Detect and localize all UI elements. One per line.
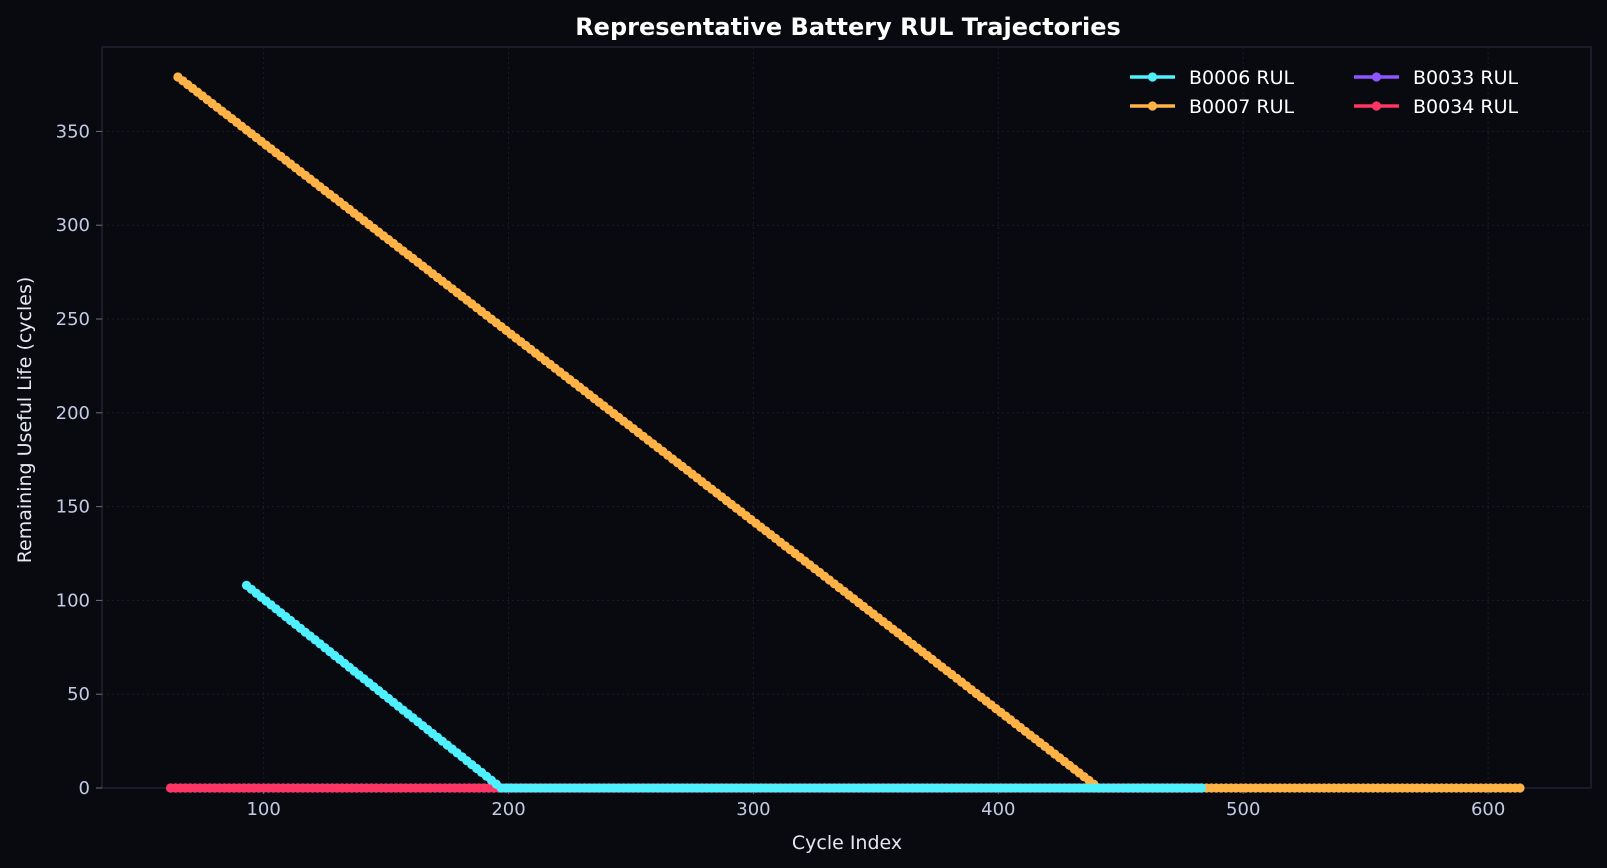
legend-swatch-marker <box>1147 101 1158 111</box>
legend-label: B0034 RUL <box>1413 96 1519 118</box>
y-tick-label: 350 <box>56 121 90 142</box>
legend-swatch-marker <box>1147 72 1158 82</box>
legend-item: B0034 RUL <box>1354 96 1519 118</box>
legend-label: B0007 RUL <box>1189 96 1295 118</box>
data-point <box>1515 783 1525 793</box>
x-tick-label: 600 <box>1471 799 1505 820</box>
x-tick-label: 400 <box>981 799 1015 820</box>
data-point <box>1197 783 1207 793</box>
legend-label: B0033 RUL <box>1413 67 1519 89</box>
x-tick-label: 200 <box>491 799 525 820</box>
y-tick-label: 0 <box>79 778 90 799</box>
grid <box>102 47 1591 788</box>
legend-item: B0007 RUL <box>1130 96 1295 118</box>
y-tick-label: 150 <box>56 497 90 518</box>
x-tick-label: 500 <box>1226 799 1260 820</box>
y-tick-label: 300 <box>56 215 90 236</box>
legend-item: B0033 RUL <box>1354 67 1519 89</box>
series-b0006-rul <box>241 580 1207 793</box>
legend-swatch-marker <box>1371 72 1382 82</box>
y-tick-label: 200 <box>56 403 90 424</box>
chart-title: Representative Battery RUL Trajectories <box>575 13 1121 41</box>
y-tick-label: 250 <box>56 309 90 330</box>
legend-swatch-marker <box>1371 101 1382 111</box>
x-axis-ticks: 100 200 300 400 500 600 <box>246 788 1505 820</box>
legend-item: B0006 RUL <box>1130 67 1295 89</box>
y-axis-label: Remaining Useful Life (cycles) <box>14 277 36 564</box>
y-tick-label: 100 <box>56 590 90 611</box>
legend: B0006 RUL B0007 RUL B0033 RUL B0034 RUL <box>1130 67 1519 118</box>
x-axis-label: Cycle Index <box>792 832 902 854</box>
y-axis-ticks: 0 50 100 150 200 250 300 350 <box>56 121 102 799</box>
series-layer <box>166 72 1525 793</box>
x-tick-label: 100 <box>246 799 280 820</box>
y-tick-label: 50 <box>67 684 90 705</box>
legend-label: B0006 RUL <box>1189 67 1295 89</box>
x-tick-label: 300 <box>736 799 770 820</box>
